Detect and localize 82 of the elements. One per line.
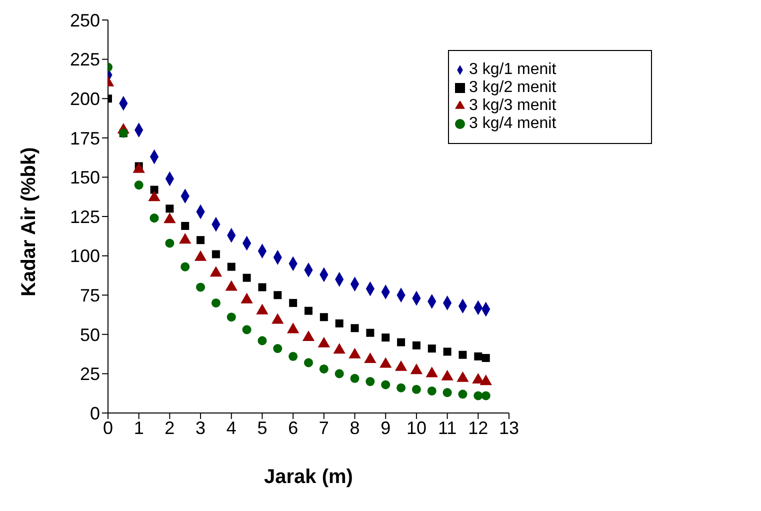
legend-label: 3 kg/1 menit — [469, 61, 556, 78]
point — [288, 352, 298, 361]
point — [273, 344, 282, 354]
x-tick-label: 6 — [288, 418, 298, 438]
x-tick-label: 5 — [257, 418, 268, 438]
point — [410, 364, 423, 374]
point — [166, 204, 174, 213]
point — [412, 341, 420, 350]
y-tick-label: 0 — [90, 403, 100, 424]
x-tick-label: 1 — [134, 418, 144, 438]
point — [474, 391, 483, 400]
point — [364, 352, 376, 364]
point — [226, 312, 236, 322]
y-tick-label: 150 — [70, 168, 100, 188]
point — [258, 283, 266, 292]
point — [274, 291, 282, 300]
point — [134, 180, 144, 190]
x-tick-label: 0 — [102, 418, 114, 438]
legend-label: 3 kg/3 menit — [469, 97, 556, 114]
point — [304, 306, 312, 315]
point — [333, 343, 346, 354]
point — [258, 336, 267, 346]
y-tick-label: 100 — [70, 246, 100, 266]
y-tick-label: 200 — [70, 88, 100, 109]
y-tick-label: 250 — [70, 10, 100, 30]
legend-label: 3 kg/2 menit — [469, 79, 556, 96]
x-tick-label: 2 — [164, 418, 175, 438]
point — [335, 319, 344, 328]
point — [180, 262, 190, 272]
x-tick-label: 7 — [318, 418, 329, 438]
point — [381, 380, 390, 390]
y-tick-label: 25 — [80, 364, 100, 384]
x-tick-label: 13 — [498, 418, 520, 438]
point — [350, 374, 360, 383]
point — [196, 236, 205, 244]
point — [302, 330, 315, 342]
point — [396, 383, 406, 392]
point — [211, 298, 220, 308]
point — [212, 250, 220, 258]
y-tick-label: 175 — [70, 128, 100, 148]
point — [480, 374, 492, 386]
y-axis-title: Kadar Air (%bk) — [18, 147, 40, 296]
x-tick-label: 11 — [438, 418, 457, 438]
point — [181, 222, 190, 230]
point — [196, 282, 206, 292]
x-tick-label: 8 — [350, 418, 360, 438]
point — [334, 369, 344, 378]
point — [304, 358, 314, 368]
point — [412, 384, 421, 394]
point — [320, 313, 328, 322]
point — [366, 377, 375, 386]
point — [150, 214, 159, 223]
point — [428, 344, 436, 353]
x-tick-label: 4 — [226, 418, 236, 438]
x-tick-label: 3 — [196, 418, 206, 438]
legend-label: 3 kg/4 menit — [469, 115, 556, 132]
point — [382, 334, 390, 342]
point — [397, 338, 406, 346]
point — [443, 348, 452, 356]
x-tick-label: 10 — [406, 418, 426, 438]
y-tick-label: 225 — [70, 50, 100, 70]
point — [319, 364, 328, 374]
point — [427, 386, 436, 396]
y-tick-label: 75 — [80, 285, 100, 306]
point — [227, 262, 236, 271]
point — [442, 388, 452, 398]
point — [474, 352, 482, 360]
x-tick-label: 9 — [380, 418, 391, 438]
x-axis-title: Jarak (m) — [264, 466, 353, 488]
x-tick-label: 12 — [468, 418, 488, 438]
point — [289, 298, 298, 307]
point — [165, 238, 174, 248]
point — [366, 328, 374, 337]
point — [350, 324, 359, 332]
y-tick-label: 50 — [80, 324, 100, 345]
point — [242, 325, 252, 334]
y-tick-label: 125 — [70, 206, 100, 227]
point — [482, 354, 490, 362]
point — [242, 274, 251, 282]
point — [458, 350, 467, 359]
point — [481, 391, 490, 400]
point — [458, 390, 468, 399]
